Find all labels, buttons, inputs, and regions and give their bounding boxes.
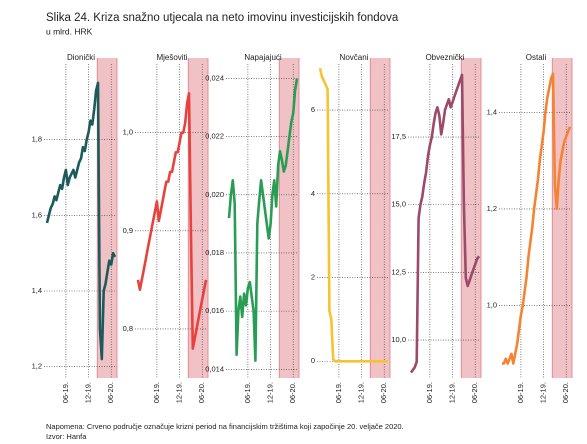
note: Napomena: Crveno područje označuje krizn… [46,422,404,431]
line [227,78,299,362]
panel-title: Novčani [340,53,369,62]
chart-subtitle: u mlrd. HRK [46,26,93,36]
y-tick-label: 0 [311,356,315,365]
x-tick-label: 12-19. [357,382,366,403]
crisis-area [279,58,299,378]
x-tick-label: 06-20. [288,382,297,403]
x-tick-label: 06-20. [197,382,206,403]
y-tick-label: 0,024 [205,74,224,83]
y-tick-label: 0,9 [123,226,133,235]
panel-title: Obveznički [425,53,464,62]
y-tick-label: 0,014 [205,364,224,373]
line [136,92,208,350]
y-tick-label: 1,0 [123,128,133,137]
panel-title: Napajajući [244,53,282,62]
crisis-area [461,58,481,378]
x-tick-label: 06-20. [561,382,570,403]
y-tick-label: 17,5 [391,132,406,141]
line [502,72,572,365]
x-tick-label: 06-20. [379,382,388,403]
y-tick-label: 1,8 [32,135,42,144]
y-tick-label: 1,0 [487,301,497,310]
y-tick-label: 1,4 [487,107,497,116]
x-tick-label: 06-19. [516,382,525,403]
crisis-area [97,58,117,378]
x-tick-label: 12-19. [266,382,275,403]
crisis-area [552,58,572,378]
y-tick-label: 0,8 [123,324,133,333]
y-tick-label: 0,020 [205,190,224,199]
x-tick-label: 06-19. [243,382,252,403]
y-tick-label: 1,2 [32,362,42,371]
y-tick-label: 2 [311,273,315,282]
crisis-area [370,58,390,378]
x-tick-label: 12-19. [448,382,457,403]
chart-title: Slika 24. Kriza snažno utjecala na neto … [46,12,399,24]
y-tick-label: 1,2 [487,204,497,213]
x-tick-label: 06-19. [61,382,70,403]
y-tick-label: 0,022 [205,132,224,141]
y-tick-label: 0,016 [205,306,224,315]
panel-title: Mješoviti [156,53,187,62]
x-tick-label: 12-19. [539,382,548,403]
y-tick-label: 0,018 [205,248,224,257]
x-tick-label: 06-19. [152,382,161,403]
y-tick-label: 10,0 [391,335,406,344]
y-tick-label: 1,6 [32,210,42,219]
line [318,67,388,363]
line [409,73,481,374]
x-tick-label: 12-19. [175,382,184,403]
y-tick-label: 15,0 [391,200,406,209]
y-tick-label: 6 [311,105,315,114]
y-tick-label: 1,4 [32,286,42,295]
y-tick-label: 12,5 [391,267,406,276]
source: Izvor: Hanfa [46,432,87,441]
x-tick-label: 12-19. [84,382,93,403]
line [45,81,117,361]
panel-title: Dionički [67,53,95,62]
y-tick-label: 4 [311,189,315,198]
x-tick-label: 06-20. [106,382,115,403]
x-tick-label: 06-20. [470,382,479,403]
panel-title: Ostali [526,53,547,62]
x-tick-label: 06-19. [334,382,343,403]
x-tick-label: 06-19. [425,382,434,403]
